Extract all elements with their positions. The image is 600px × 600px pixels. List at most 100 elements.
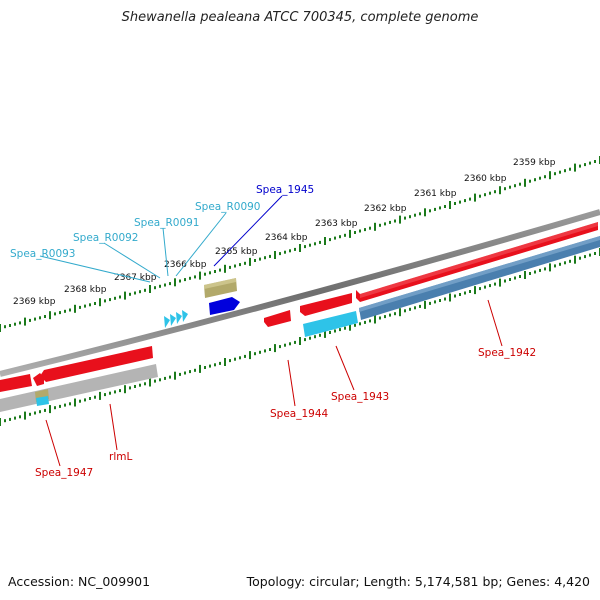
- major-tick: [24, 411, 26, 420]
- spea-1947-cyan-feature: [36, 396, 49, 406]
- minor-tick: [144, 382, 146, 386]
- minor-tick: [79, 399, 81, 403]
- minor-tick: [279, 345, 281, 349]
- label-spea-r0091: Spea_R0091: [134, 217, 200, 229]
- minor-tick: [254, 259, 256, 262]
- minor-tick: [119, 295, 121, 299]
- minor-tick: [589, 161, 591, 165]
- minor-tick: [179, 279, 181, 283]
- major-tick: [574, 163, 576, 172]
- minor-tick: [234, 264, 236, 268]
- minor-tick: [409, 307, 411, 311]
- label-spea-r0092: Spea_R0092: [73, 232, 139, 244]
- label-spea-1944: Spea_1944: [270, 408, 329, 420]
- minor-tick: [369, 319, 371, 323]
- minor-tick: [264, 349, 266, 353]
- minor-tick: [169, 282, 171, 286]
- minor-tick: [284, 343, 286, 347]
- minor-tick: [39, 316, 41, 320]
- minor-tick: [294, 247, 296, 251]
- spea-1944-feature: [264, 310, 291, 327]
- minor-tick: [509, 185, 511, 189]
- minor-tick: [244, 354, 246, 358]
- minor-tick: [169, 375, 171, 379]
- minor-tick: [194, 275, 196, 279]
- ruler-label: 2363 kbp: [315, 219, 358, 229]
- minor-tick: [229, 265, 231, 269]
- major-tick: [474, 193, 476, 202]
- minor-tick: [104, 393, 106, 397]
- minor-tick: [519, 275, 521, 278]
- major-tick: [324, 329, 326, 338]
- minor-tick: [154, 286, 156, 290]
- minor-tick: [469, 290, 471, 293]
- minor-tick: [4, 419, 6, 423]
- major-tick: [299, 337, 301, 345]
- minor-tick: [514, 184, 516, 188]
- minor-tick: [484, 193, 486, 197]
- label-spea-1942: Spea_1942: [478, 347, 536, 359]
- minor-tick: [469, 197, 471, 201]
- major-tick: [474, 286, 476, 295]
- minor-tick: [439, 206, 441, 210]
- genome-summary-text: Topology: circular; Length: 5,174,581 bp…: [246, 574, 590, 589]
- minor-tick: [384, 222, 386, 226]
- minor-tick: [139, 290, 141, 294]
- minor-tick: [344, 326, 346, 330]
- minor-tick: [244, 261, 246, 265]
- minor-tick: [369, 226, 371, 230]
- major-tick: [99, 298, 101, 307]
- minor-tick: [489, 191, 491, 195]
- minor-tick: [334, 329, 336, 333]
- major-tick: [174, 371, 176, 380]
- minor-tick: [269, 254, 271, 258]
- minor-tick: [544, 267, 546, 271]
- minor-tick: [584, 163, 586, 167]
- minor-tick: [39, 410, 41, 414]
- minor-tick: [254, 352, 256, 356]
- major-tick: [524, 271, 526, 279]
- minor-tick: [279, 252, 281, 256]
- major-tick: [499, 186, 501, 195]
- minor-tick: [9, 417, 11, 421]
- minor-tick: [209, 364, 211, 368]
- minor-tick: [129, 292, 131, 296]
- minor-tick: [214, 363, 216, 367]
- minor-tick: [64, 403, 66, 407]
- spea-1947-red-feature: [0, 374, 32, 392]
- label-spea-1943: Spea_1943: [331, 391, 389, 403]
- minor-tick: [184, 371, 186, 375]
- minor-tick: [89, 303, 91, 307]
- minor-tick: [394, 312, 396, 316]
- minor-tick: [289, 249, 291, 253]
- major-tick: [424, 300, 426, 309]
- minor-tick: [129, 386, 131, 390]
- minor-tick: [339, 328, 341, 332]
- major-tick: [74, 304, 76, 313]
- feature-labels: Spea_1945 Spea_R0090 Spea_R0091 Spea_R00…: [10, 184, 536, 479]
- left-red-feature: [40, 346, 153, 382]
- minor-tick: [559, 262, 561, 266]
- minor-tick: [409, 215, 411, 219]
- label-spea-1947: Spea_1947: [35, 467, 93, 479]
- minor-tick: [79, 305, 81, 309]
- reverse-features: [0, 236, 600, 412]
- minor-tick: [564, 261, 566, 265]
- minor-tick: [434, 300, 436, 304]
- minor-tick: [289, 342, 291, 346]
- minor-tick: [44, 408, 46, 412]
- minor-tick: [19, 321, 21, 325]
- minor-tick: [594, 160, 596, 163]
- ruler-label: 2360 kbp: [464, 174, 507, 184]
- minor-tick: [584, 255, 586, 259]
- major-tick: [549, 171, 551, 180]
- minor-tick: [104, 299, 106, 303]
- major-tick: [399, 215, 401, 224]
- minor-tick: [139, 383, 141, 387]
- minor-tick: [464, 199, 466, 203]
- minor-tick: [69, 308, 71, 312]
- minor-tick: [339, 235, 341, 239]
- minor-tick: [444, 297, 446, 301]
- minor-tick: [204, 272, 206, 276]
- trna-arrow: [176, 312, 182, 324]
